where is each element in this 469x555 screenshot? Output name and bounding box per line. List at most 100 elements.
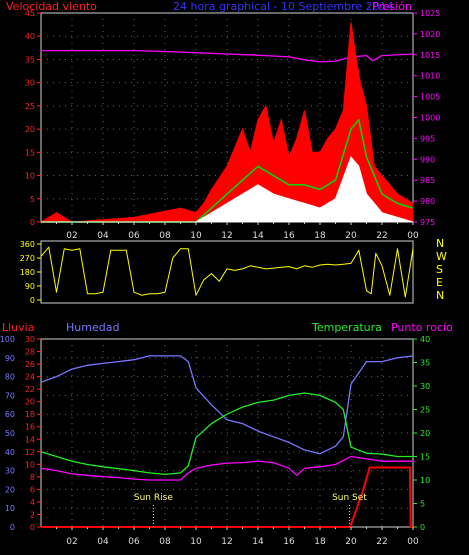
wind-tick-label: 5 (30, 195, 35, 204)
wind-x-tick-label: 12 (221, 231, 232, 241)
rain-tick-label: 16 (25, 423, 35, 432)
rain-tick-label: 14 (25, 435, 35, 444)
rain-tick-label: 12 (25, 448, 35, 457)
temperature-tick-label: 10 (420, 476, 430, 485)
wind-x-tick-label: 20 (345, 231, 357, 241)
wind-x-tick-label: 16 (283, 231, 295, 241)
wind-average-line (41, 119, 414, 223)
compass-letter: S (436, 263, 443, 276)
rain-label: Lluvia (2, 321, 34, 334)
direction-tick-label: 180 (20, 268, 35, 277)
rain-tick-label: 28 (25, 348, 35, 357)
temperature-tick-label: 20 (420, 429, 430, 438)
wind-tick-label: 10 (25, 172, 35, 181)
pressure-label: Presión (372, 0, 412, 13)
axis-ticks: 0510152025303540459759809859909951000100… (0, 9, 440, 547)
humidity-tick-label: 50 (5, 429, 15, 438)
climate-x-tick-label: 14 (252, 537, 264, 547)
rain-tick-label: 18 (25, 410, 35, 419)
rain-tick-label: 24 (25, 373, 35, 382)
pressure-tick-label: 1020 (420, 30, 440, 39)
pressure-tick-label: 1005 (420, 93, 440, 102)
climate-x-tick-label: 12 (221, 537, 232, 547)
climate-x-tick-label: 20 (345, 537, 357, 547)
wind-tick-label: 0 (30, 218, 35, 227)
pressure-tick-label: 1000 (420, 114, 440, 123)
wind-x-tick-label: 00 (407, 231, 419, 241)
humidity-tick-label: 70 (5, 391, 15, 400)
wind-x-tick-label: 10 (190, 231, 202, 241)
temperature-tick-label: 30 (420, 382, 430, 391)
wind-x-tick-label: 08 (159, 231, 171, 241)
pressure-tick-label: 980 (420, 197, 435, 206)
climate-x-tick-label: 10 (190, 537, 202, 547)
humidity-tick-label: 40 (5, 448, 15, 457)
temperature-tick-label: 35 (420, 359, 430, 368)
wind-chart-title: 24 hora graphical - 10 Septiembre 2014 (173, 0, 394, 13)
climate-x-tick-label: 22 (376, 537, 387, 547)
wind-tick-label: 30 (25, 79, 35, 88)
compass-letter: N (436, 237, 444, 250)
pressure-tick-label: 1015 (420, 51, 440, 60)
direction-tick-label: 360 (20, 240, 35, 249)
humidity-tick-label: 30 (5, 467, 15, 476)
rain-tick-label: 4 (30, 498, 35, 507)
rain-tick-label: 0 (30, 523, 35, 532)
compass-letter: W (436, 250, 447, 263)
temperature-tick-label: 0 (420, 523, 425, 532)
pressure-line (41, 49, 414, 63)
temperature-tick-label: 5 (420, 500, 425, 509)
humidity-tick-label: 60 (5, 410, 15, 419)
compass-letter: E (436, 276, 443, 289)
pressure-tick-label: 975 (420, 218, 435, 227)
pressure-tick-label: 985 (420, 176, 435, 185)
sun-markers: Sun Rise Sun Set (134, 493, 367, 527)
pressure-tick-label: 1025 (420, 9, 440, 18)
sun-marker-label: Sun Set (332, 493, 367, 503)
climate-x-tick-label: 02 (66, 537, 77, 547)
wind-x-tick-label: 22 (376, 231, 387, 241)
wind-tick-label: 15 (25, 148, 35, 157)
rain-tick-label: 30 (25, 335, 35, 344)
temperature-tick-label: 25 (420, 406, 430, 415)
wind-tick-label: 40 (25, 32, 35, 41)
climate-x-tick-label: 16 (283, 537, 295, 547)
wind-x-tick-label: 18 (314, 231, 326, 241)
direction-tick-label: 0 (30, 296, 35, 305)
sun-marker-label: Sun Rise (134, 493, 173, 503)
dewpoint-label: Punto rocío (391, 321, 453, 334)
wind-tick-label: 25 (25, 102, 35, 111)
humidity-tick-label: 10 (5, 504, 15, 513)
wind-tick-label: 35 (25, 55, 35, 64)
rain-tick-label: 8 (30, 473, 35, 482)
direction-tick-label: 270 (20, 254, 35, 263)
wind-lull-area (41, 156, 414, 223)
compass-letter: N (436, 289, 444, 302)
humidity-tick-label: 80 (5, 373, 15, 382)
wind-speed-label: Velocidad viento (6, 0, 97, 13)
direction-tick-label: 90 (25, 282, 35, 291)
temperature-tick-label: 15 (420, 453, 430, 462)
humidity-tick-label: 100 (0, 335, 15, 344)
wind-x-tick-label: 06 (128, 231, 140, 241)
pressure-tick-label: 990 (420, 155, 435, 164)
rain-tick-label: 2 (30, 510, 35, 519)
wind-tick-label: 45 (25, 9, 35, 18)
wind-direction-trace (40, 246, 414, 298)
temperature-label: Temperatura (311, 321, 382, 334)
series-lines (39, 22, 414, 528)
temperature-tick-label: 40 (420, 335, 430, 344)
humidity-line (40, 355, 414, 455)
rain-tick-label: 20 (25, 398, 35, 407)
wind-x-tick-label: 14 (252, 231, 264, 241)
rain-tick-label: 26 (25, 360, 35, 369)
climate-x-tick-label: 08 (159, 537, 171, 547)
rain-tick-label: 22 (25, 385, 35, 394)
rain-tick-label: 6 (30, 485, 35, 494)
climate-x-tick-label: 00 (407, 537, 419, 547)
humidity-label: Humedad (66, 321, 119, 334)
climate-x-tick-label: 18 (314, 537, 326, 547)
humidity-tick-label: 90 (5, 354, 15, 363)
